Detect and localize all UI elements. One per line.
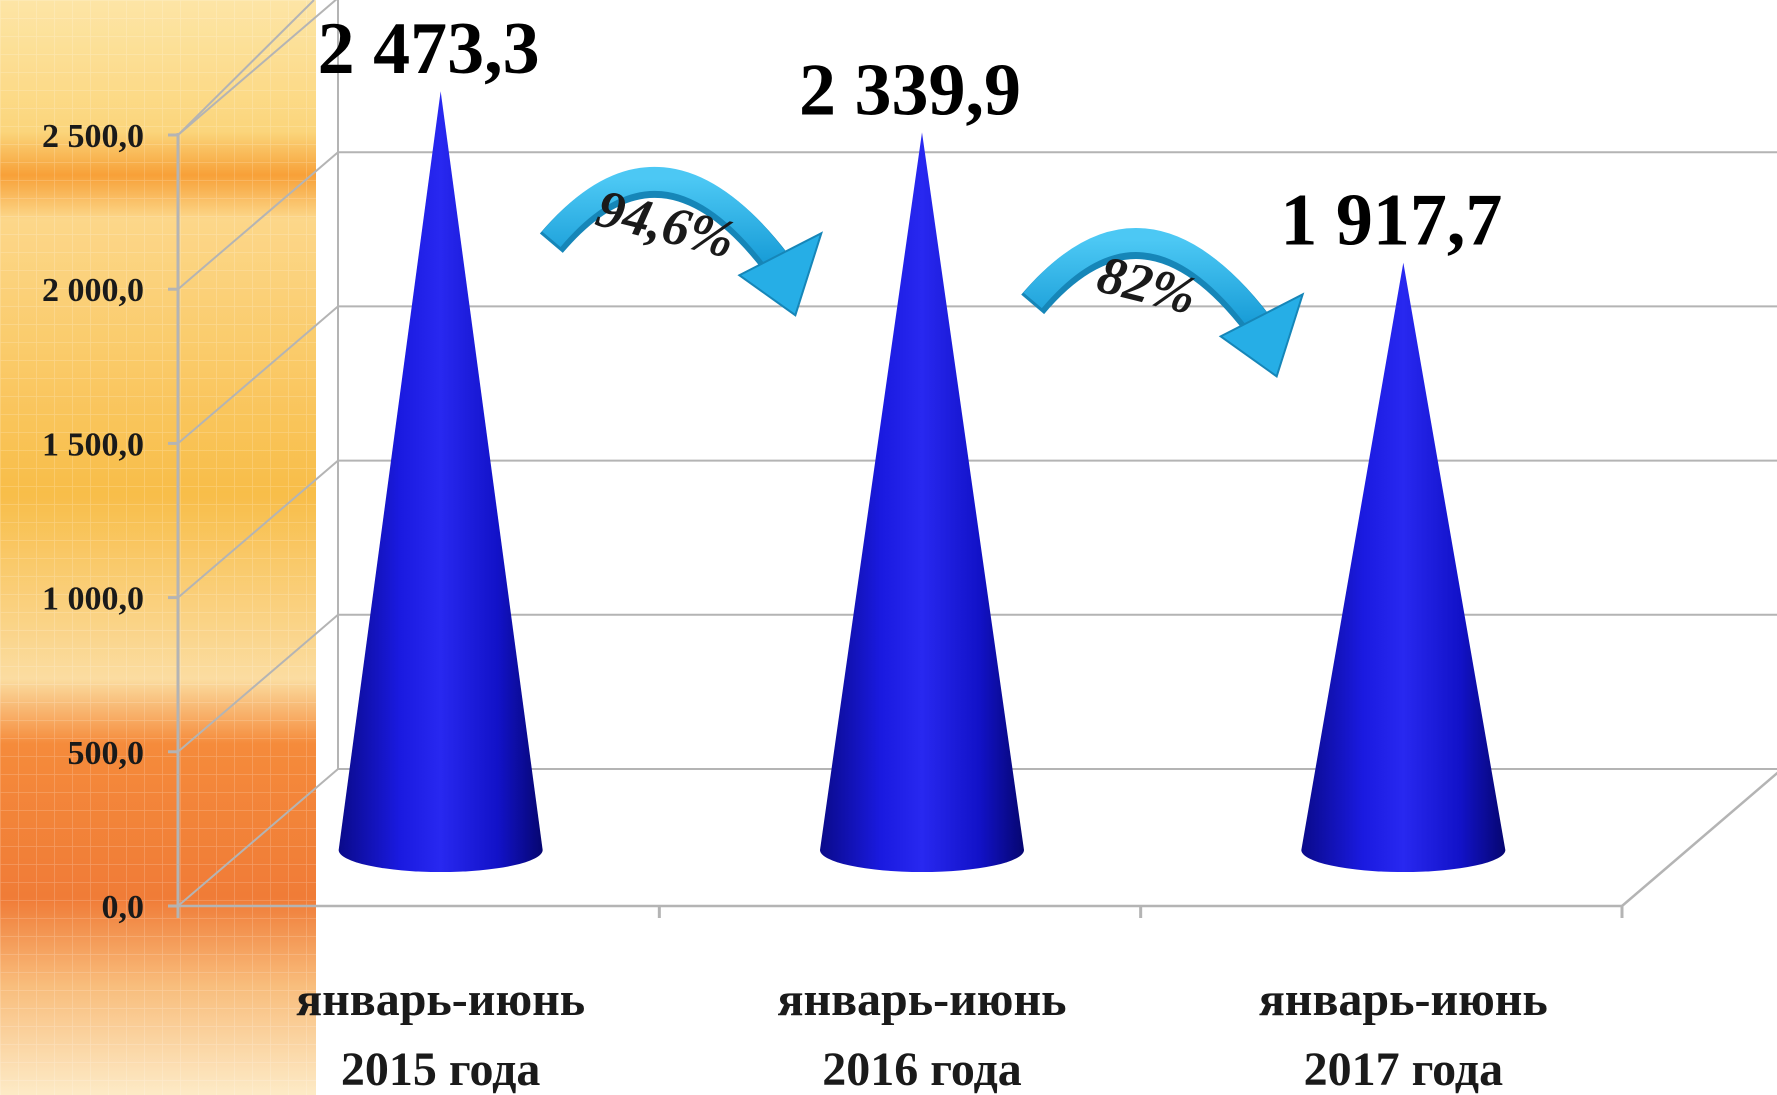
background-strip-pattern xyxy=(0,0,316,1095)
grid-diagonal-3 xyxy=(177,305,339,445)
grid xyxy=(177,0,1777,908)
category-label-1-line2: 2016 года xyxy=(822,1043,1022,1095)
cone-1 xyxy=(820,132,1024,872)
change-arrows xyxy=(539,166,1305,378)
y-tick-label-4: 2 000,0 xyxy=(42,272,144,309)
grid-diagonal-2 xyxy=(177,459,339,599)
change-arrow-head-0 xyxy=(737,231,824,317)
top-diagonal xyxy=(177,0,315,136)
category-label-2-line1: январь-июнь xyxy=(1259,973,1548,1026)
y-tick-label-0: 0,0 xyxy=(102,889,145,926)
floor-right-edge xyxy=(1621,771,1777,907)
labels: 2 473,3 январь-июнь 2015 года 2 339,9 январь… xyxy=(296,8,1548,1095)
y-axis: 0,0 500,0 1 000,0 1 500,0 2 000,0 2 500,0 xyxy=(42,118,1624,926)
background-strip-sheen xyxy=(0,0,316,1095)
change-arrow-1 xyxy=(1023,228,1268,328)
grid-diagonal-1 xyxy=(177,614,339,753)
data-label-2: 1 917,7 xyxy=(1280,180,1502,262)
change-arrow-0 xyxy=(542,166,786,267)
cone-0 xyxy=(338,91,543,873)
category-label-0-line2: 2015 года xyxy=(341,1043,541,1095)
y-tick-label-5: 2 500,0 xyxy=(42,118,144,155)
background-strip xyxy=(0,0,316,1095)
data-label-1: 2 339,9 xyxy=(799,49,1021,131)
data-label-0: 2 473,3 xyxy=(318,8,540,90)
change-arrow-head-1 xyxy=(1218,292,1305,378)
cones xyxy=(338,91,1506,873)
grid-diagonal-5 xyxy=(177,0,338,136)
y-tick-label-1: 500,0 xyxy=(68,735,145,772)
grid-diagonal-0 xyxy=(177,768,339,907)
category-label-2-line2: 2017 года xyxy=(1304,1043,1504,1095)
grid-diagonal-4 xyxy=(177,151,339,290)
y-tick-label-3: 1 500,0 xyxy=(42,426,144,463)
cone-2 xyxy=(1301,262,1506,873)
category-label-1-line1: январь-июнь xyxy=(778,973,1067,1026)
y-tick-label-2: 1 000,0 xyxy=(42,581,144,618)
category-label-0-line1: январь-июнь xyxy=(296,973,585,1026)
